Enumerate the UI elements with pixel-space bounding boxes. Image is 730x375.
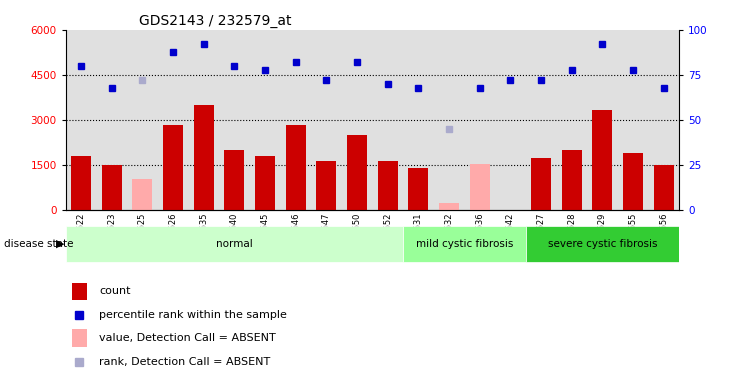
Bar xyxy=(255,156,275,210)
Text: mild cystic fibrosis: mild cystic fibrosis xyxy=(415,239,513,249)
Text: normal: normal xyxy=(216,239,253,249)
Bar xyxy=(403,226,526,262)
Text: percentile rank within the sample: percentile rank within the sample xyxy=(99,310,288,320)
Bar xyxy=(163,124,183,210)
Bar xyxy=(72,282,87,300)
Text: ▶: ▶ xyxy=(55,239,64,249)
Text: rank, Detection Call = ABSENT: rank, Detection Call = ABSENT xyxy=(99,357,271,366)
Bar xyxy=(72,329,87,347)
Bar xyxy=(531,158,551,210)
Bar xyxy=(623,153,643,210)
Bar xyxy=(408,168,429,210)
Bar xyxy=(469,164,490,210)
Bar xyxy=(653,165,674,210)
Text: GDS2143 / 232579_at: GDS2143 / 232579_at xyxy=(139,13,292,28)
Bar xyxy=(347,135,367,210)
Bar xyxy=(285,124,306,210)
Text: count: count xyxy=(99,286,131,296)
Bar xyxy=(561,150,582,210)
Text: value, Detection Call = ABSENT: value, Detection Call = ABSENT xyxy=(99,333,276,343)
Bar xyxy=(526,226,679,262)
Bar xyxy=(224,150,245,210)
Bar xyxy=(71,156,91,210)
Text: severe cystic fibrosis: severe cystic fibrosis xyxy=(548,239,657,249)
Text: disease state: disease state xyxy=(4,239,73,249)
Bar xyxy=(101,165,122,210)
Bar xyxy=(592,110,612,210)
Bar xyxy=(132,178,153,210)
Bar xyxy=(193,105,214,210)
Bar xyxy=(66,226,403,262)
Bar xyxy=(316,160,337,210)
Bar xyxy=(377,160,398,210)
Bar xyxy=(439,203,459,210)
